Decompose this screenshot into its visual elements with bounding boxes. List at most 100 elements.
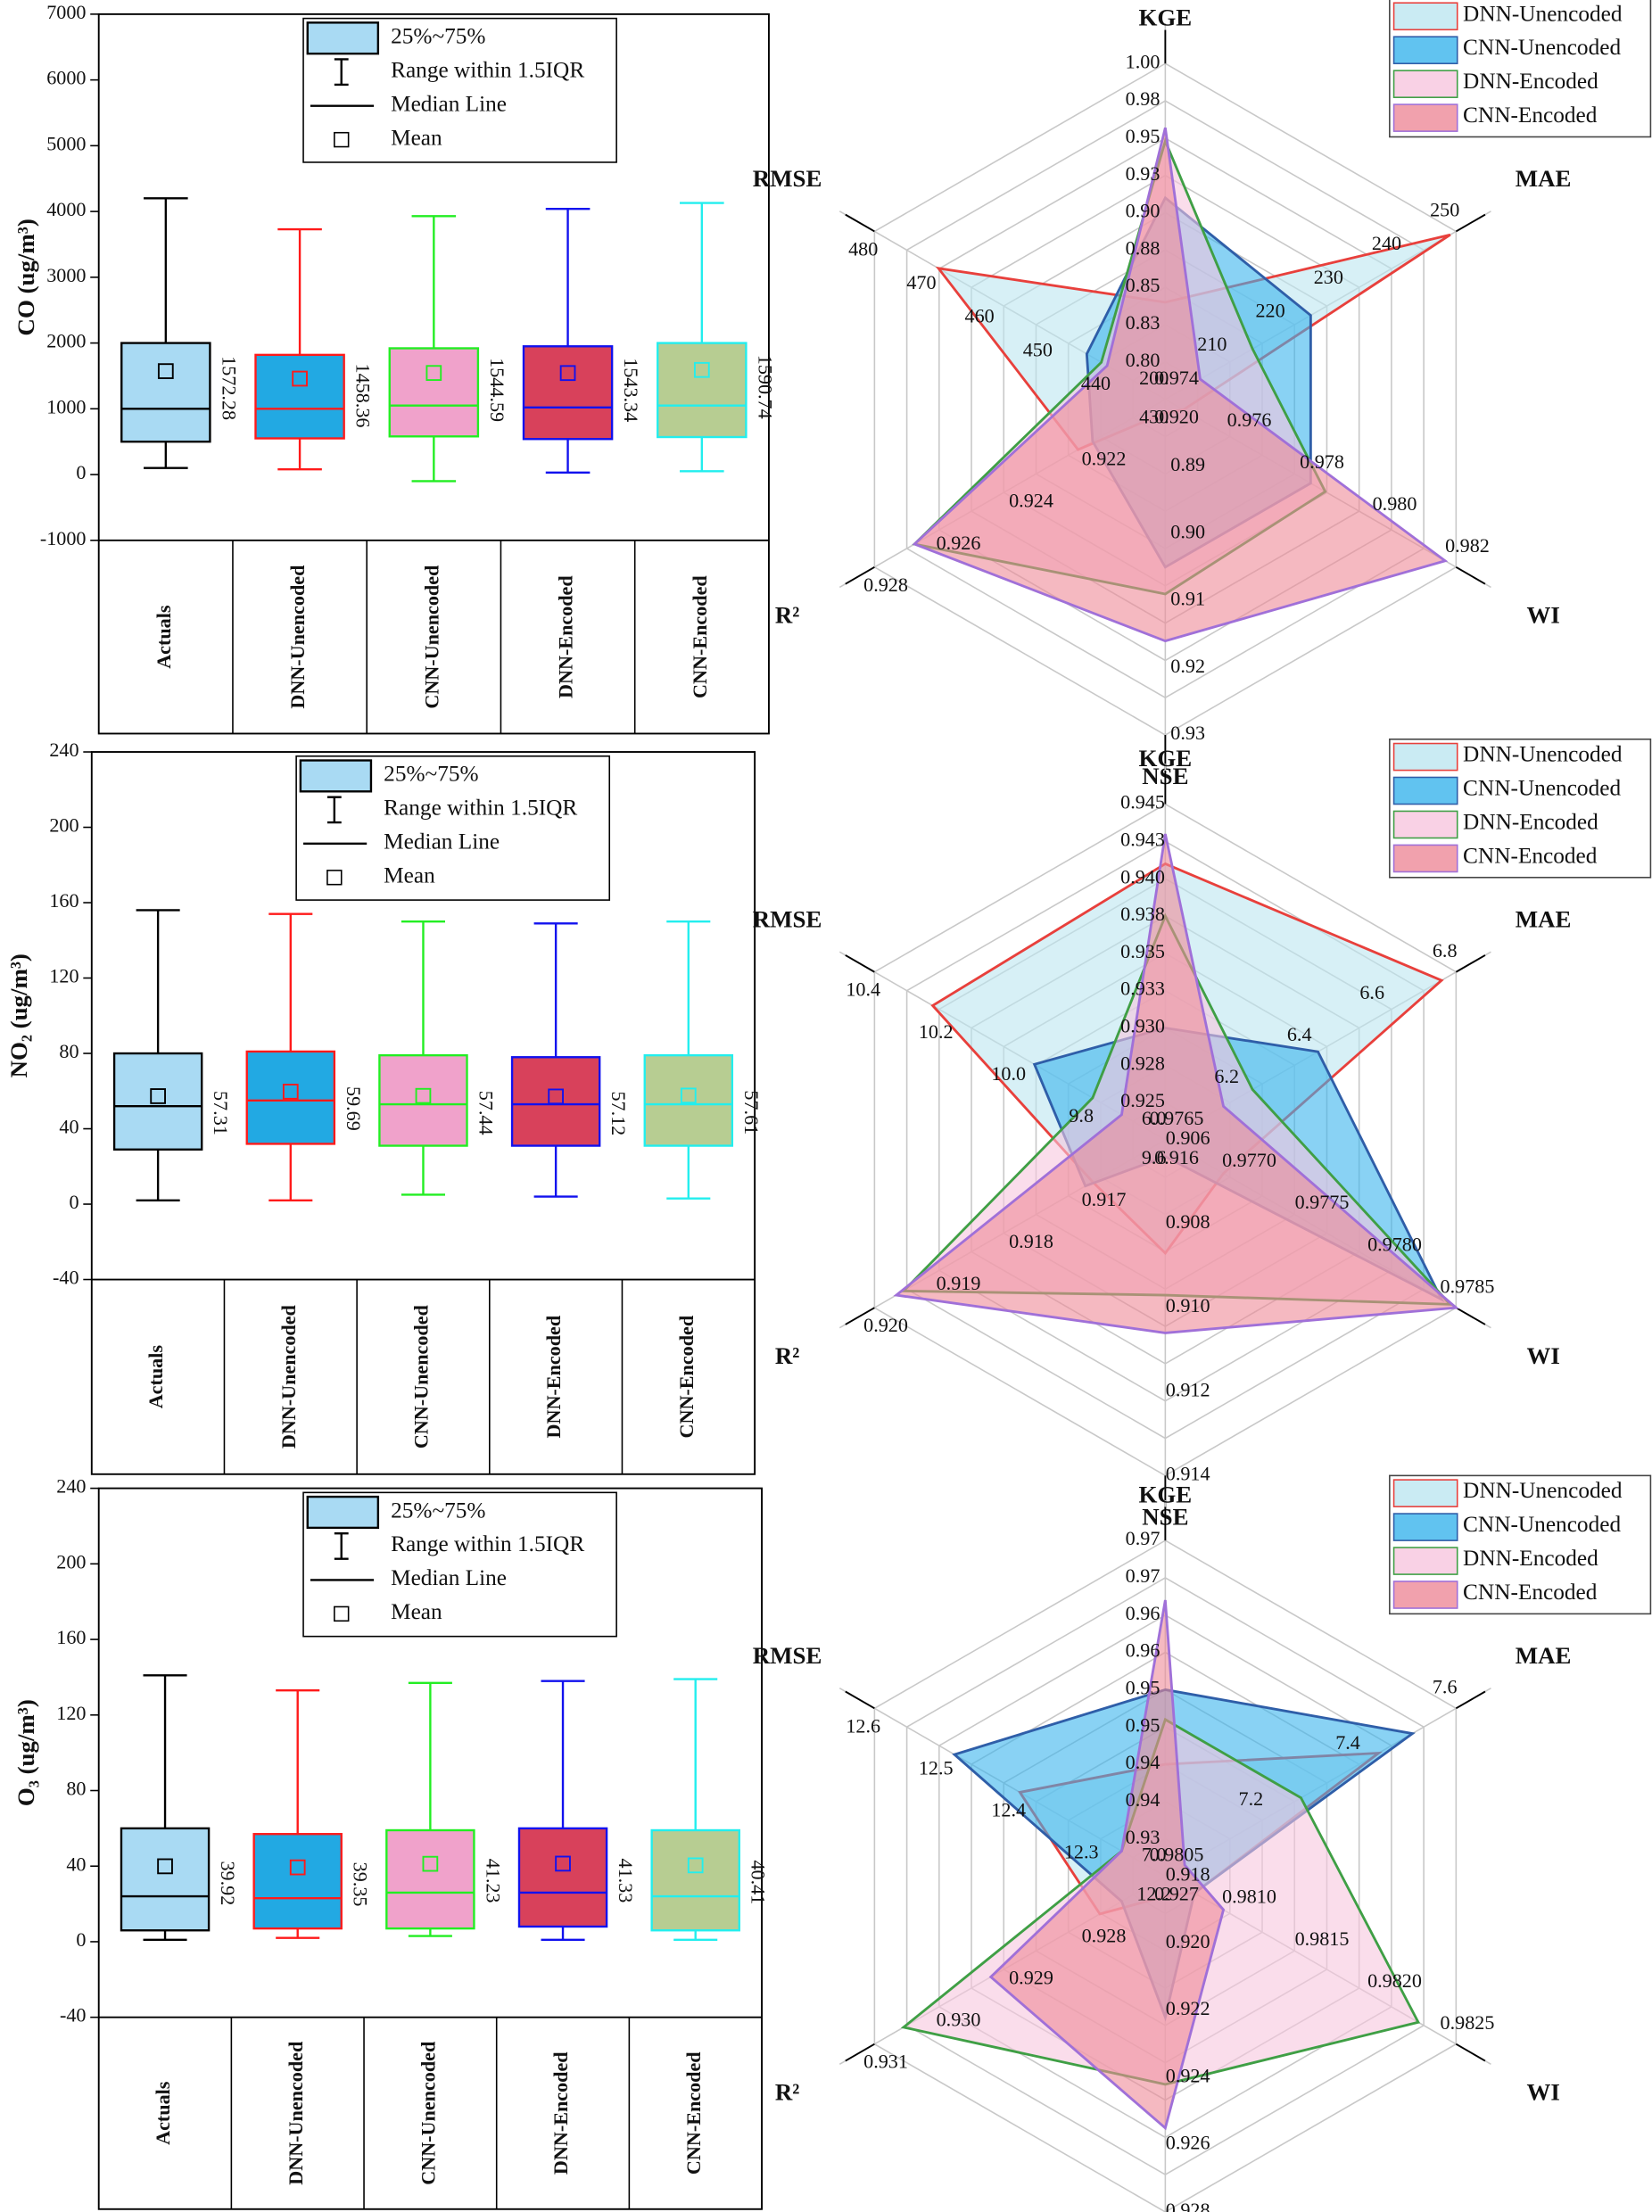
axis-tick-label: 0.926 bbox=[937, 532, 981, 554]
axis-tick-label: 0.83 bbox=[1126, 311, 1161, 334]
axis-name: MAE bbox=[1516, 165, 1572, 192]
mean-marker bbox=[555, 1855, 571, 1872]
axis-tick-label: 0.938 bbox=[1120, 903, 1165, 925]
axis-tick-label: 12.5 bbox=[919, 1756, 954, 1779]
axis-name: WI bbox=[1526, 601, 1559, 628]
axis-name: KGE bbox=[1138, 4, 1192, 30]
mean-marker bbox=[150, 1088, 166, 1104]
y-tick-label: -40 bbox=[53, 1267, 79, 1289]
axis-tick-label: 0.98 bbox=[1126, 87, 1161, 110]
axis-tick-label: 0.976 bbox=[1227, 409, 1272, 431]
axis-tick-label: 0.912 bbox=[1166, 1378, 1210, 1400]
axis-tick-label: 0.9765 bbox=[1150, 1107, 1204, 1129]
axis-tick-label: 0.930 bbox=[937, 2009, 981, 2031]
y-tick-label: 7000 bbox=[46, 1, 86, 23]
x-tick-label: CNN-Unencoded bbox=[420, 565, 442, 709]
box bbox=[112, 1052, 203, 1151]
axis-spoke-end bbox=[845, 1307, 875, 1325]
axis-tick-label: 0.97 bbox=[1126, 1564, 1161, 1587]
axis-tick-label: 0.924 bbox=[1009, 490, 1053, 512]
box bbox=[245, 1050, 336, 1145]
axis-tick-label: 6.4 bbox=[1287, 1023, 1312, 1045]
axis-tick-label: 460 bbox=[965, 305, 995, 327]
legend-label: Range within 1.5IQR bbox=[391, 1531, 584, 1556]
legend-swatch bbox=[306, 1495, 380, 1530]
legend-label: 25%~75% bbox=[384, 762, 478, 787]
legend-label: CNN-Unencoded bbox=[1463, 776, 1621, 801]
legend-label: Range within 1.5IQR bbox=[391, 58, 584, 83]
y-tick-label: 80 bbox=[59, 1040, 78, 1062]
axis-tick-label: 0.96 bbox=[1126, 1639, 1161, 1662]
axis-name: KGE bbox=[1138, 1481, 1192, 1507]
axis-tick-label: 0.918 bbox=[1009, 1230, 1053, 1252]
y-axis-label: CO (ug/m³) bbox=[12, 219, 39, 335]
plot-frame bbox=[97, 1487, 763, 2210]
legend-label: Mean bbox=[391, 125, 442, 150]
axis-tick-label: 440 bbox=[1081, 372, 1111, 394]
legend-swatch bbox=[1392, 776, 1458, 805]
axis-tick-label: 0.90 bbox=[1170, 520, 1205, 542]
legend-label: DNN-Unencoded bbox=[1463, 1478, 1623, 1503]
legend-swatch bbox=[306, 21, 380, 55]
axis-spoke-end bbox=[845, 1690, 875, 1710]
axis-tick-label: 0.929 bbox=[1009, 1967, 1053, 1989]
axis-tick-label: 0.89 bbox=[1170, 453, 1205, 475]
y-tick-label: 240 bbox=[56, 1475, 86, 1498]
mean-label: 41.23 bbox=[482, 1859, 504, 1903]
legend-label: Mean bbox=[391, 1599, 442, 1624]
y-tick-label: 240 bbox=[49, 739, 78, 761]
plot-frame bbox=[90, 751, 756, 1475]
axis-tick-label: 12.6 bbox=[846, 1714, 880, 1737]
axis-spoke-end bbox=[845, 566, 875, 585]
x-tick-label: DNN-Encoded bbox=[549, 2051, 572, 2175]
legend-swatch bbox=[299, 759, 373, 793]
axis-tick-label: 0.97 bbox=[1126, 1527, 1161, 1549]
legend-mean bbox=[326, 870, 343, 886]
axis-tick-label: 0.927 bbox=[1154, 1883, 1199, 1905]
mean-label: 1458.36 bbox=[352, 364, 375, 428]
radar-area bbox=[912, 127, 1449, 643]
x-tick-label: DNN-Unencoded bbox=[277, 1304, 300, 1449]
axis-tick-label: 0.93 bbox=[1126, 162, 1161, 185]
axis-tick-label: 0.9825 bbox=[1441, 2011, 1495, 2034]
axis-tick-label: 12.4 bbox=[991, 1798, 1026, 1820]
axis-tick-label: 0.933 bbox=[1120, 978, 1165, 1000]
legend-label: Median Line bbox=[384, 830, 500, 854]
axis-name: MAE bbox=[1516, 1642, 1572, 1669]
axis-tick-label: 12.3 bbox=[1064, 1840, 1099, 1862]
axis-tick-label: 0.924 bbox=[1166, 2064, 1210, 2086]
mean-marker bbox=[157, 1858, 173, 1875]
axis-name: RMSE bbox=[753, 165, 822, 192]
axis-tick-label: 0.906 bbox=[1166, 1127, 1210, 1149]
y-tick-label: 120 bbox=[56, 1702, 86, 1724]
legend-swatch bbox=[1392, 1479, 1458, 1507]
axis-name: R² bbox=[775, 2078, 799, 2105]
x-tick-label: CNN-Encoded bbox=[675, 1315, 698, 1438]
mean-marker bbox=[548, 1088, 564, 1105]
x-tick-label: DNN-Encoded bbox=[555, 575, 577, 698]
legend-label: Range within 1.5IQR bbox=[384, 796, 577, 821]
legend-swatch bbox=[1392, 103, 1458, 132]
y-tick-label: 4000 bbox=[46, 198, 86, 220]
y-tick-label: 200 bbox=[49, 814, 78, 837]
box bbox=[650, 1828, 740, 1932]
legend-label: DNN-Unencoded bbox=[1463, 1, 1623, 26]
axis-tick-label: 0.925 bbox=[1120, 1089, 1165, 1111]
axis-tick-label: 7.6 bbox=[1433, 1675, 1458, 1697]
legend-swatch bbox=[1392, 810, 1458, 839]
axis-tick-label: 200 bbox=[1139, 367, 1169, 389]
mean-marker bbox=[422, 1855, 439, 1872]
legend-label: Mean bbox=[384, 863, 435, 888]
axis-tick-label: 0.92 bbox=[1170, 655, 1205, 677]
y-tick-label: 0 bbox=[76, 1928, 86, 1951]
axis-tick-label: 0.9820 bbox=[1367, 1969, 1422, 1992]
axis-tick-label: 0.95 bbox=[1126, 1713, 1161, 1736]
axis-tick-label: 0.928 bbox=[1120, 1052, 1165, 1074]
y-tick-label: 1000 bbox=[46, 395, 86, 417]
x-tick-label: CNN-Unencoded bbox=[417, 2041, 439, 2185]
axis-tick-label: 0.974 bbox=[1154, 367, 1199, 389]
mean-marker bbox=[680, 1087, 697, 1104]
y-tick-label: 200 bbox=[56, 1550, 86, 1572]
axis-spoke-end bbox=[845, 954, 875, 973]
